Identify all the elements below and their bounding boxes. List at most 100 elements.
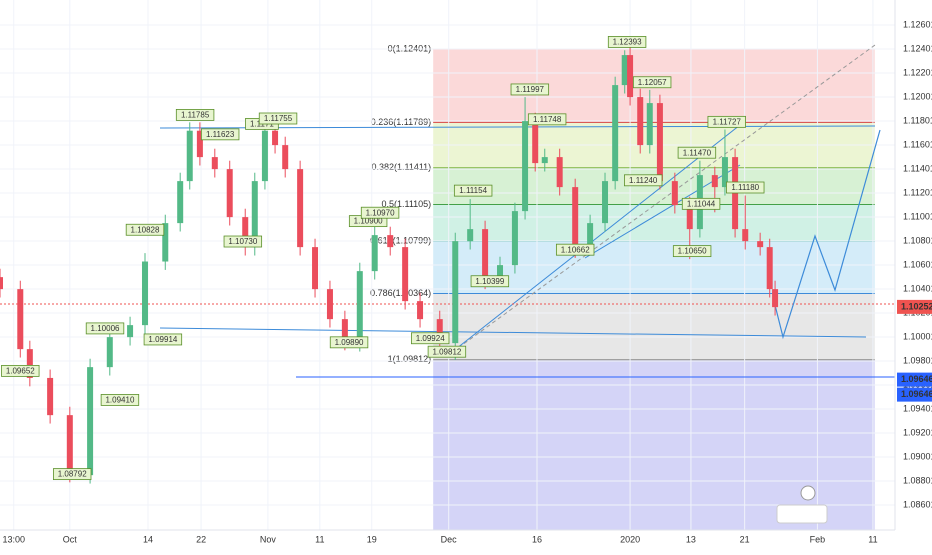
candle-body bbox=[772, 289, 779, 308]
candle-body bbox=[556, 157, 563, 188]
x-tick-label: Oct bbox=[63, 534, 78, 544]
price-note-box bbox=[470, 275, 510, 288]
candle-body bbox=[587, 223, 594, 248]
candle-body bbox=[452, 241, 459, 344]
y-tick-label: 1.11001 bbox=[903, 211, 932, 221]
price-note: 1.10650 bbox=[678, 247, 707, 256]
candle-body bbox=[177, 181, 184, 224]
candle-body bbox=[356, 271, 363, 344]
x-tick-label: 11 bbox=[868, 534, 877, 544]
candle-body bbox=[196, 130, 203, 158]
candle-body bbox=[742, 229, 749, 242]
candle-body bbox=[402, 247, 409, 302]
x-tick-label: 14 bbox=[143, 534, 153, 544]
candle-body bbox=[711, 175, 718, 188]
fib-band bbox=[433, 293, 875, 360]
price-note: 1.10662 bbox=[561, 245, 590, 254]
price-note: 1.12057 bbox=[638, 78, 667, 87]
x-tick-label: Feb bbox=[810, 534, 826, 544]
x-tick-label: Nov bbox=[260, 534, 277, 544]
x-tick-label: 21 bbox=[740, 534, 750, 544]
price-note: 1.08792 bbox=[58, 470, 87, 479]
candle-body bbox=[211, 157, 218, 170]
price-note: 1.10828 bbox=[131, 225, 160, 234]
candle-body bbox=[646, 103, 653, 146]
candle-body bbox=[387, 235, 394, 248]
candle-body bbox=[261, 130, 268, 182]
price-note: 1.11240 bbox=[629, 176, 658, 185]
price-note-box bbox=[672, 245, 712, 258]
price-note-box bbox=[175, 108, 215, 121]
price-tag bbox=[897, 299, 932, 314]
candle-body bbox=[66, 415, 73, 476]
x-tick-label: 11 bbox=[315, 534, 324, 544]
y-tick-label: 1.12401 bbox=[903, 43, 932, 53]
price-tag-label: 1.09646 bbox=[901, 374, 932, 384]
candle-body bbox=[186, 130, 193, 182]
price-note-box bbox=[125, 223, 165, 236]
price-note-box bbox=[200, 128, 240, 141]
price-note: 1.11154 bbox=[459, 186, 487, 195]
icon bbox=[776, 504, 828, 524]
candle-body bbox=[251, 181, 258, 248]
x-tick-label: 13:00 bbox=[2, 534, 25, 544]
price-note-box bbox=[100, 394, 140, 406]
fib-band bbox=[433, 359, 875, 530]
price-note: 1.09812 bbox=[432, 347, 461, 356]
candle-body bbox=[312, 247, 319, 290]
candle-body bbox=[272, 130, 279, 146]
price-note: 1.11623 bbox=[206, 130, 235, 139]
candle-body bbox=[757, 241, 764, 248]
fib-level-label: 0.236(1.11789) bbox=[371, 117, 431, 127]
candle-body bbox=[602, 181, 609, 224]
candle-body bbox=[226, 169, 233, 218]
candle-body bbox=[637, 97, 644, 146]
price-note: 1.11785 bbox=[181, 111, 210, 120]
candle-body bbox=[87, 367, 94, 476]
y-tick-label: 1.11401 bbox=[903, 163, 932, 173]
price-note: 1.10970 bbox=[366, 208, 395, 217]
candle-body bbox=[511, 211, 518, 266]
x-tick-label: 13 bbox=[686, 534, 696, 544]
price-note: 1.10006 bbox=[91, 324, 120, 333]
price-note: 1.10399 bbox=[475, 277, 504, 286]
icon bbox=[800, 485, 816, 501]
y-tick-label: 1.11201 bbox=[903, 187, 932, 197]
candle-body bbox=[482, 229, 489, 278]
x-tick-label: 16 bbox=[532, 534, 542, 544]
candle-body bbox=[326, 289, 333, 320]
price-note-box bbox=[85, 322, 125, 335]
price-note-box bbox=[453, 184, 493, 197]
trend-line bbox=[446, 124, 741, 357]
fib-level-label: 0.786(1.10364) bbox=[370, 288, 431, 298]
x-tick-label: 2020 bbox=[620, 534, 640, 544]
fib-level-label: 0(1.12401) bbox=[388, 43, 432, 53]
price-note-box bbox=[607, 36, 647, 48]
x-tick-label: 19 bbox=[367, 534, 377, 544]
price-note-box bbox=[726, 181, 765, 194]
price-note-box bbox=[427, 345, 467, 358]
candle-body bbox=[106, 337, 113, 368]
price-note: 1.09410 bbox=[105, 396, 134, 405]
candle-body bbox=[417, 301, 424, 320]
price-note-box bbox=[1, 364, 40, 377]
candle-body bbox=[627, 55, 634, 98]
candle-body bbox=[26, 349, 33, 378]
price-tag-label: 1.09646 bbox=[901, 389, 932, 399]
candle-body bbox=[371, 235, 378, 272]
price-note-box bbox=[707, 115, 746, 128]
price-note: 1.09652 bbox=[6, 367, 35, 376]
candle-body bbox=[671, 181, 678, 206]
price-note-box bbox=[143, 333, 183, 346]
candle-body bbox=[436, 319, 443, 344]
price-note-box bbox=[624, 174, 663, 187]
y-tick-label: 1.11601 bbox=[903, 139, 932, 149]
